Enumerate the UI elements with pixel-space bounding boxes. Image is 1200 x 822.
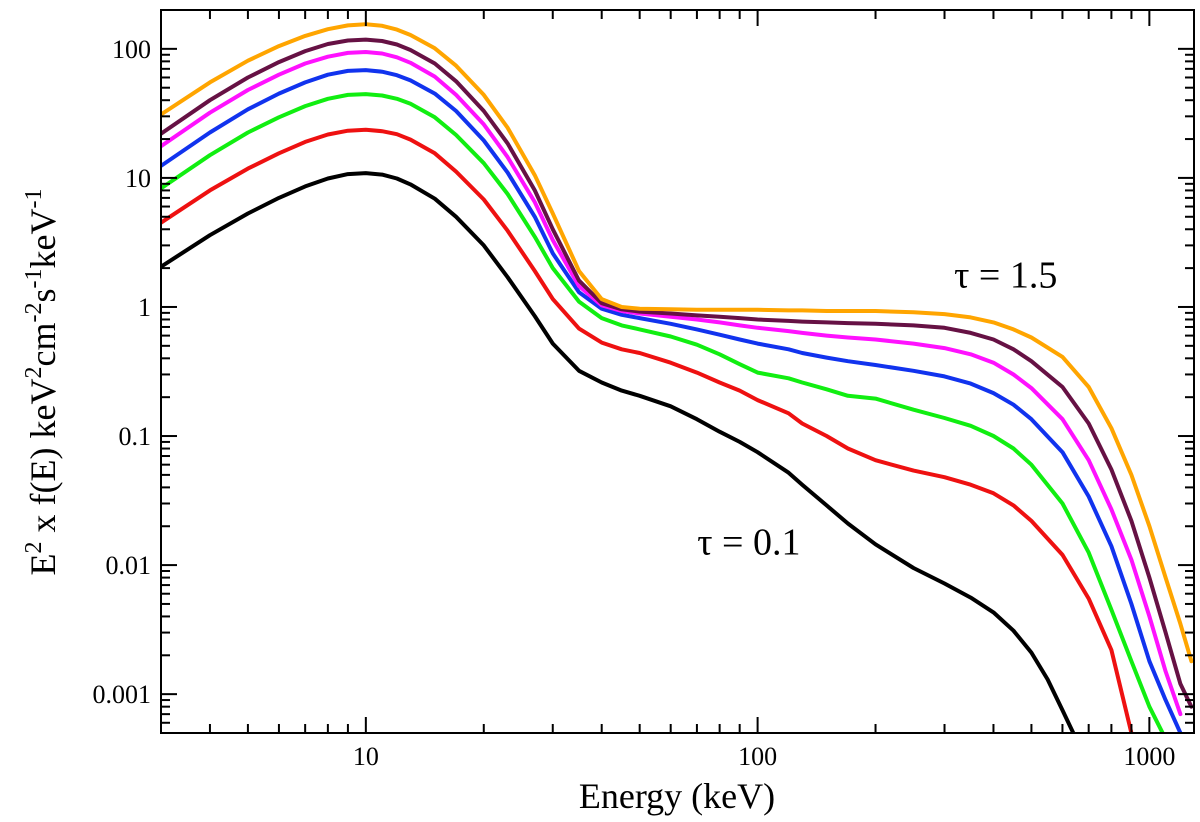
series-line-tau-1.2	[161, 37, 1194, 709]
x-tick-label: 10	[353, 742, 379, 771]
y-axis-title: E2 x f(E) keV2cm-2s-1keV-1	[21, 189, 63, 576]
tick-layer	[160, 9, 1194, 734]
series-line-tau-0.7	[161, 68, 1183, 733]
x-tick-label: 100	[738, 742, 777, 771]
x-axis-title: Energy (keV)	[579, 776, 775, 816]
tick-label-layer: 10 100 1000 100 10 1 0.1 0.01 0.001	[93, 35, 1176, 771]
y-tick-label: 0.1	[119, 422, 152, 451]
curve-layer	[161, 22, 1194, 733]
y-tick-label: 1	[138, 293, 151, 322]
series-line-tau-0.3	[161, 127, 1134, 733]
y-tick-label: 0.01	[106, 551, 152, 580]
annotation-tau-high: τ = 1.5	[954, 255, 1057, 297]
series-line-tau-0.1	[161, 171, 1076, 733]
y-tick-label: 10	[125, 164, 151, 193]
x-tick-label: 1000	[1123, 742, 1175, 771]
y-tick-label: 100	[112, 35, 151, 64]
plot-frame	[160, 9, 1195, 734]
y-tick-label: 0.001	[93, 680, 152, 709]
series-line-tau-0.5	[161, 92, 1165, 733]
annotation-tau-low: τ = 0.1	[697, 521, 800, 563]
series-line-tau-1.5	[161, 22, 1194, 664]
series-line-tau-0.9	[161, 50, 1183, 717]
